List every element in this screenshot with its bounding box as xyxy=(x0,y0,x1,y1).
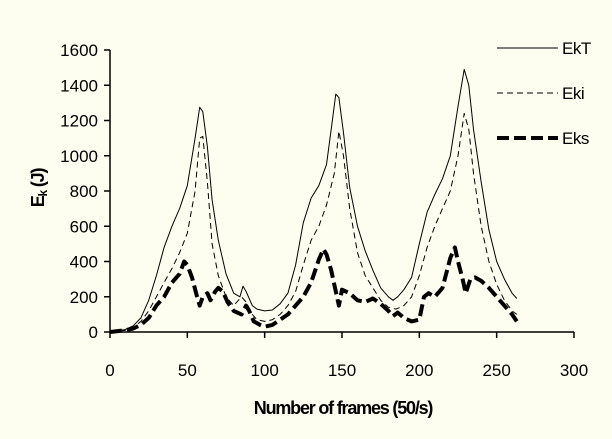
series-line-eks xyxy=(109,245,519,334)
y-tick-label: 600 xyxy=(70,217,98,236)
y-tick-label: 1600 xyxy=(60,41,98,60)
y-tick-label: 0 xyxy=(89,323,98,342)
x-tick-label: 200 xyxy=(405,361,433,380)
plot-lines xyxy=(109,68,519,334)
x-tick-label: 0 xyxy=(105,361,114,380)
legend-label-eks: Eks xyxy=(562,129,589,148)
x-tick-label: 250 xyxy=(482,361,510,380)
y-tick-label: 1000 xyxy=(60,147,98,166)
y-axis-title-tail: (J) xyxy=(28,168,48,191)
series-line-eki xyxy=(109,112,518,333)
series-line-ekt xyxy=(109,68,518,333)
y-axis-title-main: E xyxy=(28,195,48,207)
x-tick-label: 300 xyxy=(560,361,588,380)
y-axis-title: Ek (J) xyxy=(28,168,50,208)
y-tick-label: 1400 xyxy=(60,76,98,95)
x-axis: 0 50 100 150 200 250 300 xyxy=(105,331,588,380)
x-tick-label: 150 xyxy=(328,361,356,380)
y-tick-label: 800 xyxy=(70,182,98,201)
x-tick-label: 50 xyxy=(178,361,197,380)
y-tick-label: 400 xyxy=(70,253,98,272)
x-tick-label: 100 xyxy=(250,361,278,380)
y-axis: 0 200 400 600 800 1000 1200 1400 1600 xyxy=(60,41,111,342)
y-tick-label: 200 xyxy=(70,288,98,307)
y-axis-title-sub: k xyxy=(36,189,50,196)
legend-label-ekt: EkT xyxy=(562,39,591,58)
legend-label-eki: Eki xyxy=(562,84,584,103)
legend: EkT Eki Eks xyxy=(497,39,591,148)
y-tick-label: 1200 xyxy=(60,112,98,131)
x-axis-title: Number of frames (50/s) xyxy=(254,398,434,418)
